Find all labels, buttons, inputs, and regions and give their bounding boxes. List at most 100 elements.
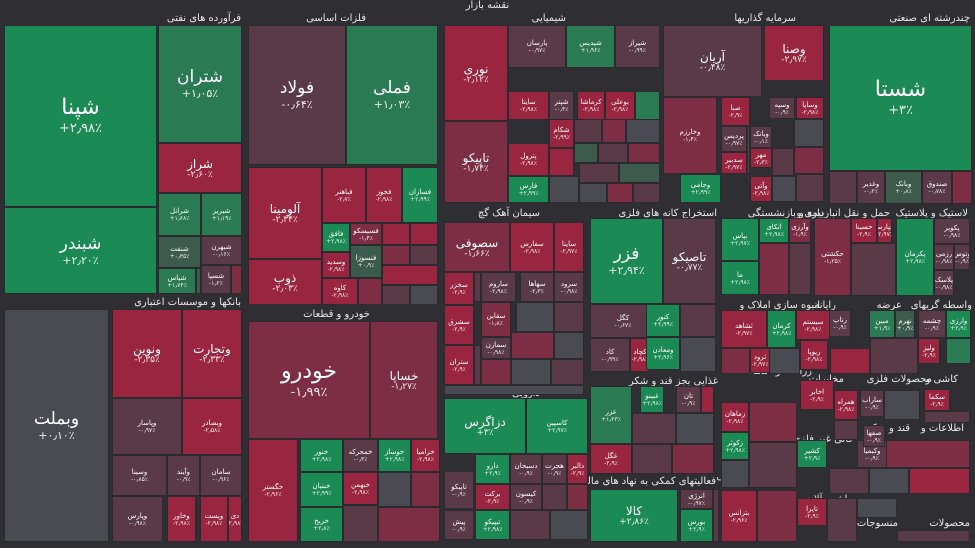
treemap-tile-small[interactable] [789, 243, 811, 295]
treemap-tile-small[interactable] [554, 332, 584, 359]
treemap-tile[interactable]: برکت -۲٫۹٪ [475, 484, 510, 510]
treemap-tile[interactable]: تاپیکو -۰٫۹٪ [444, 471, 474, 509]
treemap-tile[interactable]: ساینا -۲٫۹۸٪ [508, 91, 549, 120]
treemap-tile-small[interactable] [633, 183, 660, 203]
treemap-tile-small[interactable] [474, 345, 481, 385]
treemap-tile-small[interactable] [196, 268, 201, 294]
treemap-tile-small[interactable] [794, 119, 824, 147]
treemap-tile[interactable]: شتران +۱٫۰۵٪ [158, 25, 242, 143]
treemap-tile[interactable]: بپاس +۲٫۹۷٪ [721, 218, 759, 261]
treemap-tile[interactable]: وسدید -۲٫۹۸٪ [322, 252, 350, 278]
treemap-tile-small[interactable] [579, 163, 619, 183]
treemap-tile[interactable]: وتجارت -۲٫۳۳٪ [182, 309, 242, 398]
treemap-tile-small[interactable] [672, 444, 714, 474]
treemap-tile-small[interactable] [772, 176, 796, 202]
treemap-tile[interactable]: سکما -۲٫۹٪ [924, 389, 950, 411]
treemap-tile-small[interactable] [772, 148, 794, 176]
treemap-tile[interactable]: ولیز -۲٫۹٪ [918, 338, 940, 364]
treemap-tile[interactable]: وآیند -۰٫۹٪ [167, 455, 200, 496]
treemap-tile[interactable]: بوعلی -۲٫۹۸٪ [605, 91, 635, 120]
treemap-tile-small[interactable] [378, 472, 411, 507]
treemap-tile[interactable]: فخوز -۲٫۹۸٪ [366, 167, 402, 223]
treemap-tile[interactable]: زماهان -۲٫۹۸٪ [721, 402, 749, 432]
treemap-tile[interactable]: زکوثر +۲٫۹۸٪ [721, 432, 749, 460]
treemap-tile-small[interactable] [550, 510, 588, 540]
treemap-tile[interactable]: همراه -۲٫۹۸٪ [834, 390, 858, 420]
treemap-tile[interactable]: وبانک +۰٫۸٪ [885, 171, 922, 204]
treemap-tile[interactable]: وآتی -۲٫۹۸٪ [750, 176, 772, 202]
treemap-tile-small[interactable] [574, 143, 598, 163]
treemap-tile-small[interactable] [870, 338, 918, 374]
treemap-tile[interactable]: وصنا -۲٫۹۷٪ [764, 25, 824, 81]
treemap-tile[interactable]: آلومینا -۲٫۳۴٪ [248, 167, 322, 259]
treemap-tile-small[interactable] [680, 304, 716, 337]
treemap-tile-small[interactable] [794, 147, 824, 174]
treemap-tile[interactable]: وبانک -۰٫۱٪ [750, 126, 772, 148]
treemap-tile[interactable]: شنفت +۰٫۳۵٪ [158, 236, 201, 268]
treemap-tile[interactable]: ما +۲٫۹۸٪ [721, 261, 759, 295]
treemap-tile-small[interactable] [579, 183, 607, 203]
treemap-tile[interactable]: ثرود -۲٫۹۷٪ [750, 348, 770, 373]
treemap-tile[interactable]: کرماشا -۲٫۹۸٪ [577, 91, 605, 120]
treemap-tile[interactable]: ونوین -۲٫۳۵٪ [112, 309, 182, 398]
treemap-tile[interactable]: وسینا -۰٫۸۵٪ [112, 455, 167, 496]
treemap-tile[interactable]: سامان -۰٫۹۶٪ [200, 455, 242, 496]
treemap-tile-small[interactable] [626, 119, 660, 143]
treemap-tile-small[interactable] [598, 143, 628, 163]
treemap-tile-small[interactable] [632, 413, 676, 444]
treemap-tile[interactable]: دالبر -۲٫۹٪ [567, 454, 588, 484]
treemap-tile[interactable]: فنسوزا +۰٫۹٪ [350, 245, 382, 278]
treemap-tile[interactable]: شراز -۲٫۶۰٪ [158, 143, 242, 193]
treemap-tile[interactable]: کاسپین +۲٫۹۷٪ [526, 398, 588, 454]
treemap-tile[interactable]: آریان -۰٫۴۸٪ [663, 25, 762, 97]
treemap-tile-small[interactable] [952, 171, 972, 204]
treemap-tile-small[interactable] [767, 348, 800, 374]
treemap-tile-small[interactable] [749, 442, 797, 488]
treemap-tile[interactable]: ذوب -۲٫۰۳٪ [248, 259, 322, 305]
treemap-tile-small[interactable] [632, 444, 672, 474]
treemap-tile[interactable]: انرژی -۰٫۹۷٪ [680, 489, 713, 509]
treemap-tile-small[interactable] [897, 530, 970, 542]
treemap-tile[interactable]: سمازن -۰٫۹۸٪ [481, 337, 511, 359]
treemap-tile[interactable]: سدبیر -۲٫۹۷٪ [721, 152, 747, 174]
treemap-tile[interactable]: شرانل +۱٫۶۸٪ [158, 193, 201, 236]
treemap-tile[interactable]: وساپا -۲٫۹۸٪ [796, 97, 824, 119]
treemap-tile[interactable]: وغدیر -۰٫۲٪ [857, 171, 885, 204]
treemap-tile-small[interactable] [747, 126, 750, 174]
treemap-tile[interactable]: فملی +۱٫۰۳٪ [346, 25, 438, 165]
treemap-tile[interactable]: ثشاهد -۲٫۹۷٪ [721, 310, 767, 348]
treemap-tile-small[interactable] [829, 468, 869, 494]
treemap-tile[interactable]: تاصیکو -۰٫۷۷٪ [663, 218, 716, 304]
treemap-tile[interactable]: وپارس -۰٫۹۸٪ [112, 496, 163, 542]
treemap-tile[interactable]: سشرق -۲٫۹٪ [444, 305, 474, 345]
treemap-tile-small[interactable] [516, 302, 554, 332]
treemap-tile[interactable]: رتاپ -۰٫۹٪ [829, 310, 851, 337]
treemap-tile-small[interactable] [410, 285, 438, 305]
treemap-tile[interactable]: خزامیا -۲٫۹۸٪ [411, 439, 440, 472]
treemap-tile-small[interactable] [474, 272, 481, 302]
treemap-tile[interactable]: دزاگرس +۳٪ [444, 398, 526, 454]
treemap-tile-small[interactable] [701, 386, 714, 413]
treemap-tile[interactable]: تان -۰٫۹٪ [676, 386, 701, 413]
treemap-tile-small[interactable] [713, 489, 719, 542]
treemap-tile[interactable]: خوساز +۲٫۹۸٪ [378, 439, 411, 472]
treemap-tile[interactable]: شبندر +۲٫۲۰٪ [4, 207, 157, 294]
treemap-tile[interactable]: رزمی -۰٫۹۸٪ [934, 244, 954, 270]
treemap-tile[interactable]: سصوفی -۱٫۶۶٪ [444, 222, 510, 272]
treemap-tile[interactable]: خمحرکه -۰٫۳٪ [343, 439, 378, 472]
treemap-tile-small[interactable] [757, 490, 797, 542]
treemap-tile-small[interactable] [549, 148, 574, 176]
treemap-tile[interactable]: ساراب -۰٫۹٪ [860, 390, 884, 417]
treemap-tile-small[interactable] [382, 265, 438, 285]
treemap-tile[interactable]: پترول -۲٫۹۸٪ [508, 143, 549, 176]
treemap-tile-small[interactable] [481, 359, 511, 385]
treemap-tile[interactable]: مبین +۱٫۹٪ [869, 310, 895, 338]
treemap-tile[interactable]: کیسون -۰٫۹٪ [510, 484, 542, 510]
treemap-tile[interactable]: ومعادن +۲٫۹۶٪ [646, 337, 680, 370]
treemap-tile[interactable]: وتوس -۰٫۹٪ [954, 244, 970, 270]
treemap-tile[interactable]: شکام -۲٫۹۹٪ [549, 119, 574, 148]
treemap-tile-small[interactable] [834, 420, 858, 440]
treemap-tile-small[interactable] [510, 510, 550, 540]
treemap-tile[interactable]: غبینو +۲٫۹۸٪ [640, 386, 664, 413]
treemap-tile[interactable]: پلاسک -۰٫۹۸٪ [934, 270, 954, 296]
